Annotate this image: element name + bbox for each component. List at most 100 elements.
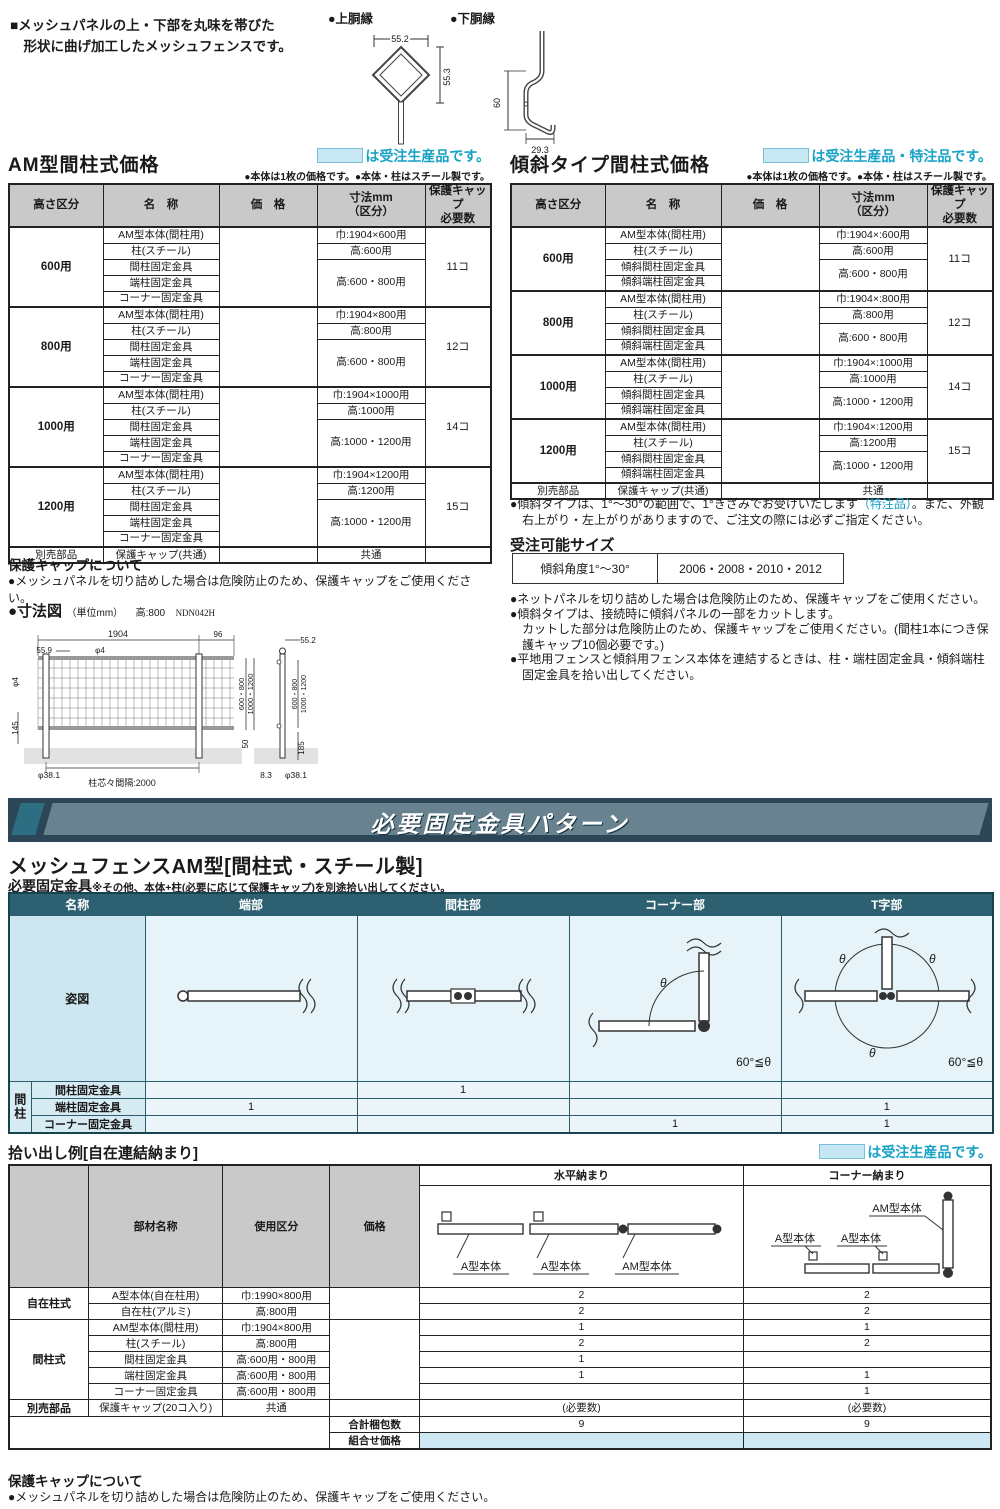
name-cell: AM型本体(間柱用) [102,466,220,484]
col-price: 価格 [329,1164,420,1288]
pickup-legend: は受注生産品です。 [742,1142,992,1162]
dim-cell: 巾:1904×:800用 [818,290,928,308]
price-cell [218,226,318,308]
cap-count-cell: 11コ [424,226,492,308]
theta-label: θ [839,952,846,966]
price-cell [720,226,820,292]
qty-corner: 2 [742,1286,992,1304]
header-row: 部材名称 使用区分 価格 水平納まり コーナー納まり [8,1164,992,1288]
combo-label: 組合せ価格 [329,1431,420,1449]
count-cell [356,1097,570,1116]
bottom-rail-height-dim: 60 [492,98,502,108]
table-row: 柱(スチール) 高:800用 2 2 [9,1334,992,1352]
cap-count-cell: 14コ [926,354,994,420]
name-cell: 端柱固定金具 [102,434,220,452]
table-row: 間柱固定金具 高:600・800用 [9,338,491,388]
count-cell [568,1080,782,1099]
dim-fig-title: ●寸法図 [8,603,63,620]
name-cell: 間柱固定金具 [102,498,220,516]
price-cell [720,418,820,484]
dim-cell: 高:600・800用 [316,338,426,388]
usage-cell: 高:600用・800用 [222,1350,331,1368]
slope-note-2: ●ネットパネルを切り詰めした場合は危険防止のため、保護キャップをご使用ください。 [510,592,986,606]
mid-post-figure [356,914,570,1082]
col-horizontal: 水平納まり [419,1164,744,1186]
name-cell: 柱(スチール) [604,370,722,388]
slope-note-4: ●平地用フェンスと傾斜用フェンス本体を連結するときは、柱・端柱固定金具・傾斜端柱… [510,652,985,682]
dim-600-800: 600・800 [237,678,246,711]
am-body-label: AM型本体 [872,1201,922,1215]
a-body-label: A型本体 [841,1231,881,1245]
bottom-rail-diagram: 60 29.3 [492,31,556,155]
col-height: 高さ区分 [510,183,606,229]
name-cell: コーナー固定金具 [102,370,220,388]
height-cell: 800用 [510,290,606,356]
made-to-order-swatch [819,1144,866,1159]
top-rail-diagram: 55.2 55.3 [371,34,452,145]
dim-96: 96 [214,630,223,639]
name-cell: 傾斜間柱固定金具 [604,386,722,404]
legend-text: は受注生産品です。 [867,1144,992,1160]
parts-dim: 共通 [818,482,928,500]
name-cell: 傾斜端柱固定金具 [604,402,722,420]
col-name: 名 称 [102,183,220,229]
header-row: 名称 端部 間柱部 コーナー部 T字部 [8,892,994,916]
name-cell: コーナー固定金具 [102,450,220,468]
part-name-cell: 自在柱(アルミ) [87,1302,224,1320]
usage-cell: 高:600用・800用 [222,1382,331,1400]
col-fixture-name: 名称 [8,892,146,916]
table-row: 柱(スチール) 高:800用 [9,322,491,340]
cap-note-bottom-body: ●メッシュパネルを切り詰めした場合は危険防止のため、保護キャップをご使用ください… [8,1490,496,1504]
section-banner: 必要固定金具パターン [8,798,992,842]
table-row: 800用 AM型本体(間柱用) 巾:1904×:800用 12コ [510,290,994,356]
intro-text: ■メッシュパネルの上・下部を丸味を帯びた 形状に曲げ加工したメッシュフェンスです… [10,18,292,54]
a-body-label: A型本体 [775,1231,815,1245]
corner-layout-figure: AM型本体 A型本体 A型本体 [742,1184,992,1288]
group-label: 間柱式 [8,1318,89,1400]
table-row: 間柱式 AM型本体(間柱用) 巾:1904×800用 1 1 [8,1318,992,1400]
fixture-count-row: 端柱固定金具 1 1 [9,1097,994,1116]
fixture-name: 端柱固定金具 [30,1097,146,1116]
part-name-cell: AM型本体(間柱用) [87,1318,224,1336]
table-row: 柱(スチール) 高:1200用 [511,434,993,452]
name-cell: 傾斜間柱固定金具 [604,450,722,468]
dim-cell: 高:600用 [818,242,928,260]
parts-label: 別売部品 [8,546,104,564]
col-dim-line1: 寸法mm [349,191,393,204]
qty-horizontal: 2 [419,1302,744,1320]
col-cap-line1: 保護キャップ [429,185,487,211]
count-cell: 1 [144,1097,358,1116]
count-cell: 1 [356,1080,570,1099]
count-cell: 1 [568,1114,782,1133]
horizontal-layout-figure: A型本体 A型本体 AM型本体 [419,1184,744,1288]
dim-cell: 高:600・800用 [818,322,928,356]
qty-horizontal [419,1382,744,1400]
group-label: 別売部品 [8,1398,89,1417]
bottom-rail-label: ●下胴縁 [450,12,496,26]
order-sizes-cell: 2006・2008・2010・2012 [657,553,844,584]
height-cell: 600用 [510,226,606,292]
part-name-cell: 間柱固定金具 [87,1350,224,1368]
price-cell [720,290,820,356]
table-row: 間柱固定金具 高:600・800用 [9,258,491,308]
order-angle-cell: 傾斜角度1°〜30° [512,553,658,584]
dim-cell: 高:1000・1200用 [316,418,426,468]
angle-note: 60°≦θ [736,1055,771,1069]
usage-cell: 巾:1904×800用 [222,1318,331,1336]
col-cap: 保護キャップ 必要数 [424,183,492,229]
top-rail-label: ●上胴縁 [328,12,374,26]
count-cell [144,1114,358,1133]
angle-note: 60°≦θ [948,1055,983,1069]
table-row: 柱(スチール) 高:600用 [9,242,491,260]
fixture-subtitle-main: 必要固定金具 [8,878,92,894]
part-name-cell: 保護キャップ(20コ入り) [87,1398,224,1417]
am-table-title: AM型間柱式価格 [8,155,160,176]
price-cell [218,306,318,388]
usage-cell: 共通 [222,1398,331,1417]
part-name-cell: A型本体(自在柱用) [87,1286,224,1304]
mini-55-2: 55.2 [300,636,316,645]
name-cell: AM型本体(間柱用) [604,354,722,372]
table-row: 傾斜間柱固定金具 高:600・800用 [511,258,993,292]
dim-fig-unit: （単位mm） [66,608,124,619]
qty-corner: 2 [742,1334,992,1352]
